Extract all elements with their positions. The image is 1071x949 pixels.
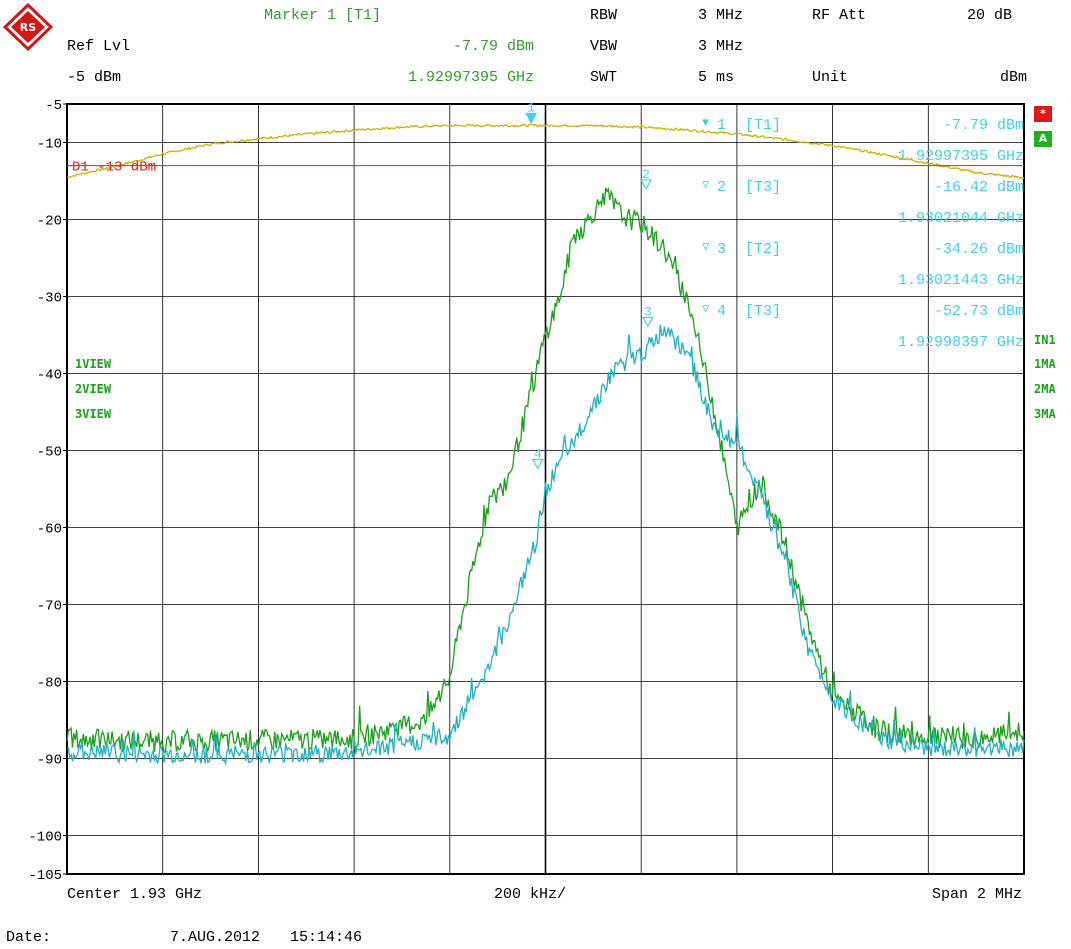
rbw-label: RBW — [590, 7, 618, 24]
ref-lvl-label: Ref Lvl — [67, 38, 131, 55]
swt-label: SWT — [590, 69, 618, 86]
marker-table-trace: [T2] — [745, 241, 782, 258]
marker-4-label: 4 — [534, 447, 542, 462]
y-tick-label: -70 — [37, 599, 62, 615]
y-tick-label: -5 — [45, 98, 62, 114]
marker-1-triangle — [525, 112, 538, 124]
trace-label-3: 3VIEW — [75, 407, 112, 421]
marker-table-symbol: ▽ — [702, 178, 710, 192]
marker-table-id: 4 — [717, 303, 727, 320]
marker-table-freq: 1.92997395 GHz — [897, 148, 1024, 165]
marker-table-symbol: ▽ — [702, 302, 710, 316]
ref-lvl-value: -5 dBm — [67, 69, 122, 86]
marker-level: -7.79 dBm — [452, 38, 534, 55]
swt-value: 5 ms — [698, 69, 735, 86]
marker-table-level: -34.26 dBm — [933, 241, 1024, 258]
unit-label: Unit — [812, 69, 849, 86]
ma3-label: 3MA — [1034, 407, 1056, 421]
date-label: Date: — [6, 929, 52, 946]
markers: 1 2 3 4 — [525, 100, 654, 470]
rbw-value: 3 MHz — [698, 7, 744, 24]
ma2-label: 2MA — [1034, 382, 1056, 396]
y-tick-label: -20 — [37, 214, 62, 230]
center-freq: Center 1.93 GHz — [67, 886, 203, 903]
y-tick-label: -105 — [28, 868, 62, 884]
marker-table-freq: 1.93021443 GHz — [897, 272, 1024, 289]
marker-table-trace: [T3] — [745, 303, 782, 320]
marker-table-symbol: ▽ — [702, 240, 710, 254]
y-tick-label: -60 — [37, 522, 62, 538]
svg-text:RS: RS — [20, 21, 36, 34]
y-tick-label: -10 — [37, 137, 62, 153]
marker-table-id: 2 — [717, 179, 727, 196]
marker-table-symbol: ▼ — [702, 116, 710, 130]
marker-2-triangle — [639, 179, 653, 191]
marker-table-level: -52.73 dBm — [933, 303, 1024, 320]
marker-table-trace: [T3] — [745, 179, 782, 196]
display-line-label: D1 -13 dBm — [72, 160, 156, 176]
marker-3-label: 3 — [644, 304, 652, 319]
marker-table-level: -16.42 dBm — [933, 179, 1024, 196]
marker-table-level: -7.79 dBm — [942, 117, 1024, 134]
y-tick-label: -90 — [37, 753, 62, 769]
y-tick-label: -80 — [37, 676, 62, 692]
span-label: Span 2 MHz — [931, 886, 1022, 903]
marker-1-label: 1 — [527, 100, 535, 115]
marker-title: Marker 1 [T1] — [264, 7, 382, 24]
time-value: 15:14:46 — [290, 929, 363, 946]
trace-t1 — [66, 123, 1025, 180]
marker-2-label: 2 — [642, 167, 650, 182]
display-line: D1 -13 dBm — [67, 160, 1024, 176]
marker-3-triangle — [641, 316, 654, 328]
a-indicator: A — [1034, 131, 1052, 147]
marker-table-trace: [T1] — [745, 117, 782, 134]
unit-value: dBm — [999, 69, 1027, 86]
traces — [66, 123, 1025, 766]
rohde-schwarz-logo: RS — [3, 3, 53, 51]
star-indicator: * — [1034, 106, 1052, 122]
trace-label-1: 1VIEW — [75, 357, 112, 371]
rf-att-value: 20 dB — [966, 7, 1012, 24]
y-axis-ticks: -5 -10 -20 -30 -40 -50 -60 -70 -80 -90 -100 -105 — [28, 98, 67, 884]
in1-label: IN1 — [1034, 333, 1056, 347]
vbw-label: VBW — [590, 38, 618, 55]
marker-table-id: 3 — [717, 241, 727, 258]
ma1-label: 1MA — [1034, 357, 1056, 371]
div-label: 200 kHz/ — [494, 886, 567, 903]
y-tick-label: -50 — [37, 445, 62, 461]
y-tick-label: -100 — [28, 830, 62, 846]
marker-4-triangle — [531, 458, 544, 470]
trace-t3 — [66, 324, 1025, 766]
marker-table-id: 1 — [717, 117, 727, 134]
date-value: 7.AUG.2012 — [170, 929, 261, 946]
rf-att-label: RF Att — [812, 7, 867, 24]
y-tick-label: -30 — [37, 291, 62, 307]
marker-table-freq: 1.93021044 GHz — [897, 210, 1024, 227]
trace-label-2: 2VIEW — [75, 382, 112, 396]
vbw-value: 3 MHz — [698, 38, 744, 55]
marker-table-freq: 1.92998397 GHz — [897, 334, 1024, 351]
y-tick-label: -40 — [37, 368, 62, 384]
marker-freq: 1.92997395 GHz — [407, 69, 534, 86]
